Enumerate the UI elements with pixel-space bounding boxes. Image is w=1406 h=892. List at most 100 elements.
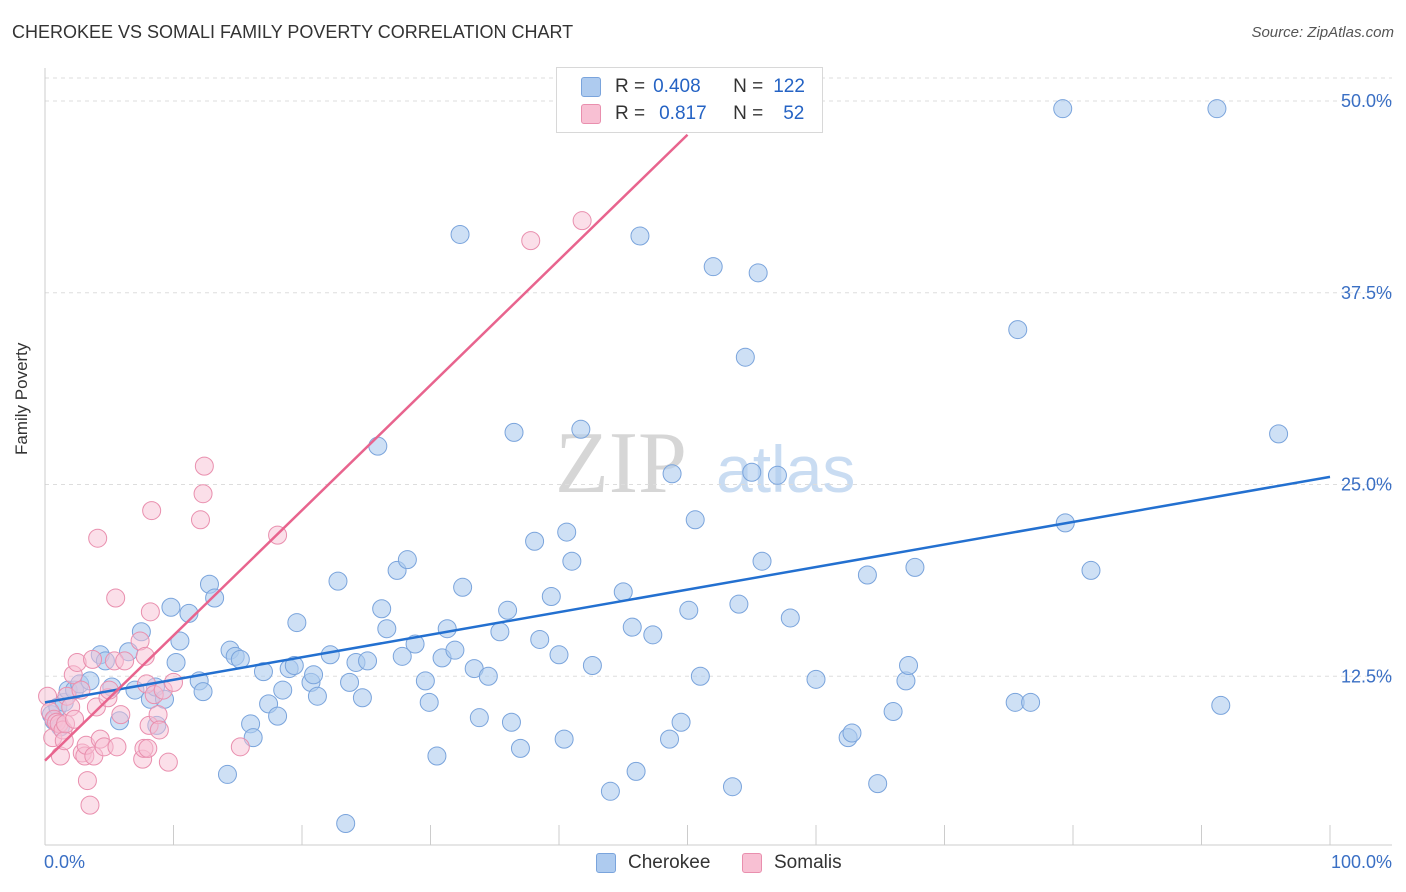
legend-row-cherokee: R = 0.408 N = 122 <box>581 73 805 101</box>
somali-point <box>138 738 158 758</box>
somali-point <box>194 456 214 476</box>
chart-title: CHEROKEE VS SOMALI FAMILY POVERTY CORREL… <box>12 22 574 42</box>
r-label: R = <box>615 76 646 97</box>
cherokee-point <box>478 666 498 686</box>
cherokee-point <box>243 728 263 748</box>
cherokee-point <box>662 464 682 484</box>
y-tick-label: 12.5% <box>1341 666 1392 686</box>
source-label: Source: ZipAtlas.com <box>1251 24 1394 41</box>
cherokee-point <box>780 608 800 628</box>
cherokee-point <box>427 746 447 766</box>
cherokee-point <box>842 723 862 743</box>
cherokee-point <box>1081 560 1101 580</box>
somali-point <box>107 737 127 757</box>
somali-point <box>521 231 541 251</box>
cherokee-point <box>1269 424 1289 444</box>
legend-somalis[interactable]: Somalis <box>742 852 842 874</box>
cherokee-point <box>1053 99 1073 119</box>
cherokee-trend-line <box>44 475 1331 704</box>
somali-point <box>135 646 155 666</box>
n-label: N = <box>733 103 764 124</box>
cherokee-point <box>170 631 190 651</box>
somali-point <box>106 588 126 608</box>
legend-cherokee[interactable]: Cherokee <box>596 852 710 874</box>
cherokee-point <box>437 619 457 639</box>
cherokee-point <box>415 671 435 691</box>
cherokee-point <box>643 625 663 645</box>
cherokee-point <box>445 640 465 660</box>
cherokee-point <box>685 510 705 530</box>
cherokee-point <box>582 656 602 676</box>
somali-point <box>142 501 162 521</box>
somali-point <box>190 510 210 530</box>
cherokee-point <box>690 666 710 686</box>
cherokee-point <box>284 656 304 676</box>
cherokee-point <box>253 662 273 682</box>
series-legend: Cherokee Somalis <box>0 852 1406 878</box>
cherokee-point <box>1008 320 1028 340</box>
somali-point <box>65 709 85 729</box>
somali-point <box>164 672 183 692</box>
cherokee-point <box>742 462 762 482</box>
cherokee-point <box>352 688 372 708</box>
r-label: R = <box>615 103 646 124</box>
cherokee-point <box>883 702 903 722</box>
cherokee-point <box>340 672 360 692</box>
somali-point <box>140 602 160 622</box>
cherokee-point <box>336 814 356 834</box>
cherokee-point <box>525 531 545 551</box>
somali-swatch <box>742 853 762 873</box>
cherokee-point <box>630 226 650 246</box>
cherokee-point <box>679 600 699 620</box>
cherokee-point <box>1211 695 1231 715</box>
cherokee-point <box>626 761 646 781</box>
cherokee-point <box>230 649 250 669</box>
somali-point <box>149 720 169 740</box>
somali-point <box>67 652 87 672</box>
legend-cherokee-label: Cherokee <box>628 852 711 873</box>
cherokee-point <box>469 708 489 728</box>
cherokee-point <box>268 706 288 726</box>
somali-point <box>115 651 135 671</box>
cherokee-swatch <box>596 853 616 873</box>
cherokee-point <box>562 551 582 571</box>
cherokee-point <box>899 656 919 676</box>
cherokee-point <box>806 669 826 689</box>
cherokee-point <box>735 347 755 367</box>
somali-point <box>193 484 213 504</box>
somali-point <box>80 795 100 815</box>
cherokee-point <box>217 764 237 784</box>
cherokee-point <box>372 599 392 619</box>
somali-point <box>77 771 97 791</box>
somali-trend-line <box>44 133 689 762</box>
cherokee-point <box>703 257 723 277</box>
legend-row-somali: R = 0.817 N = 52 <box>581 100 804 128</box>
r-value: 0.817 <box>659 103 707 124</box>
cherokee-point <box>510 738 530 758</box>
somali-point <box>88 528 108 548</box>
cherokee-point <box>541 586 561 606</box>
cherokee-point <box>1207 99 1227 119</box>
cherokee-point <box>358 651 378 671</box>
cherokee-point <box>304 665 324 685</box>
cherokee-point <box>453 577 473 597</box>
cherokee-point <box>273 680 293 700</box>
cherokee-point <box>392 646 412 666</box>
cherokee-swatch <box>581 77 601 97</box>
cherokee-point <box>722 777 742 797</box>
y-tick-label: 50.0% <box>1341 91 1392 111</box>
cherokee-point <box>554 729 574 749</box>
cherokee-point <box>549 645 569 665</box>
cherokee-point <box>622 617 642 637</box>
x-tick-max: 100.0% <box>1330 852 1392 872</box>
cherokee-point <box>752 551 772 571</box>
somali-point <box>83 649 103 669</box>
cherokee-point <box>857 565 877 585</box>
cherokee-point <box>501 712 521 732</box>
cherokee-point <box>205 588 225 608</box>
n-value: 52 <box>783 103 805 124</box>
cherokee-point <box>660 729 680 749</box>
n-label: N = <box>733 76 764 97</box>
watermark-atlas: atlas <box>716 432 855 506</box>
